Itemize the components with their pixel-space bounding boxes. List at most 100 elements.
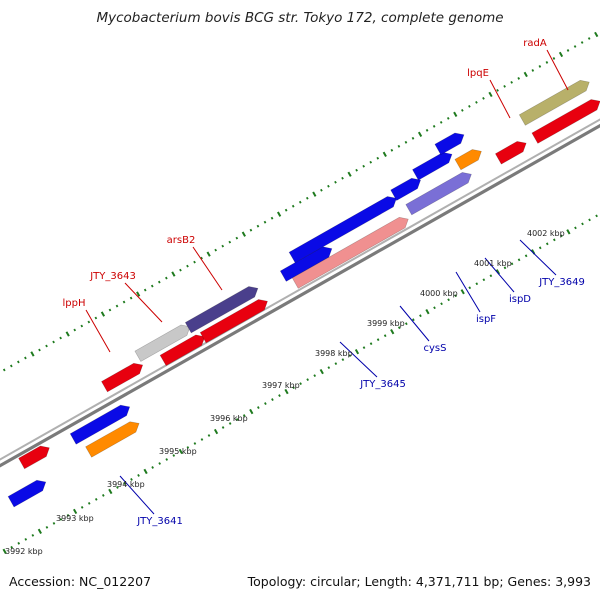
tick-mark: [558, 51, 564, 58]
tick-mark: [327, 184, 330, 188]
tick-mark: [87, 320, 91, 324]
tick-mark: [382, 151, 387, 157]
scale-label: 4000 kbp: [420, 289, 458, 298]
tick-mark: [123, 482, 126, 485]
gene-feature[interactable]: [494, 141, 527, 165]
tick-mark: [73, 328, 77, 332]
label-leader: [339, 341, 378, 378]
tick-mark: [45, 525, 49, 529]
tick-mark: [538, 246, 542, 250]
tick-mark: [341, 358, 345, 362]
gene-feature[interactable]: [288, 196, 397, 264]
gene-feature[interactable]: [434, 132, 465, 156]
tick-mark: [425, 309, 430, 315]
tick-mark: [129, 296, 133, 300]
tick-mark: [179, 268, 182, 272]
gene-label[interactable]: cysS: [424, 343, 447, 354]
upper-tick-track: [2, 31, 599, 372]
tick-mark: [574, 226, 577, 230]
tick-mark: [580, 41, 584, 44]
tick-mark: [59, 517, 63, 521]
gene-feature[interactable]: [101, 362, 144, 393]
tick-mark: [510, 81, 513, 84]
tick-mark: [242, 414, 246, 417]
gene-feature[interactable]: [134, 324, 191, 362]
gene-feature[interactable]: [390, 177, 422, 201]
label-leader: [484, 257, 515, 293]
gene-label[interactable]: radA: [523, 38, 547, 49]
tick-mark: [354, 348, 360, 355]
gene-feature[interactable]: [291, 216, 409, 289]
gene-feature[interactable]: [454, 149, 482, 171]
gene-feature[interactable]: [184, 286, 259, 334]
gene-label[interactable]: arsB2: [167, 235, 196, 246]
tick-mark: [488, 91, 493, 98]
tick-mark: [264, 402, 267, 405]
tick-mark: [178, 448, 183, 455]
gene-feature[interactable]: [531, 99, 600, 144]
tick-mark: [298, 200, 302, 204]
tick-mark: [165, 276, 168, 280]
gene-feature[interactable]: [69, 404, 131, 445]
tick-mark: [193, 442, 197, 445]
label-leader: [85, 309, 111, 353]
tick-mark: [45, 344, 48, 348]
gene-label[interactable]: ispD: [509, 294, 531, 305]
tick-mark: [524, 254, 528, 258]
gene-label[interactable]: JTY_3643: [89, 271, 136, 282]
tick-mark: [101, 494, 105, 497]
tick-mark: [320, 188, 323, 192]
tick-mark: [299, 382, 302, 386]
gene-feature[interactable]: [159, 334, 206, 367]
tick-mark: [172, 454, 176, 457]
tick-mark: [523, 71, 528, 78]
tick-mark: [122, 300, 126, 304]
gene-feature[interactable]: [412, 152, 453, 181]
genome-summary-text: Topology: circular; Length: 4,371,711 bp…: [247, 574, 591, 589]
gene-label[interactable]: lppH: [63, 298, 86, 309]
gene-label[interactable]: JTY_3645: [359, 379, 406, 390]
scale-label: 3993 kbp: [56, 514, 94, 523]
tick-mark: [454, 294, 457, 298]
tick-mark: [186, 264, 189, 268]
tick-mark: [412, 318, 415, 322]
gene-feature[interactable]: [7, 479, 47, 508]
gene-feature[interactable]: [518, 79, 590, 126]
gene-label[interactable]: JTY_3641: [136, 516, 183, 527]
tick-mark: [116, 486, 119, 489]
gene-feature[interactable]: [18, 445, 50, 470]
tick-mark: [397, 326, 401, 330]
tick-mark: [200, 256, 203, 260]
tick-mark: [94, 316, 98, 320]
gene-label[interactable]: JTY_3649: [538, 277, 585, 288]
tick-mark: [73, 508, 78, 515]
label-leader: [124, 282, 163, 323]
tick-mark: [447, 298, 450, 302]
tick-mark: [347, 171, 352, 177]
gene-label[interactable]: lpqE: [467, 68, 489, 79]
tick-mark: [594, 31, 599, 38]
tick-mark: [573, 45, 577, 48]
label-layer: 3992 kbp 3993 kbp 3994 kbp 3995 kbp 3996 kbp…: [5, 38, 585, 556]
scale-label: 3998 kbp: [315, 349, 353, 358]
tick-mark: [271, 398, 274, 401]
tick-mark: [588, 218, 591, 222]
tick-mark: [306, 378, 309, 382]
tick-mark: [115, 304, 119, 308]
gene-feature[interactable]: [199, 299, 268, 344]
gene-label[interactable]: ispF: [476, 314, 496, 325]
tick-mark: [207, 434, 211, 437]
label-leader: [399, 305, 430, 342]
tick-mark: [312, 191, 317, 197]
tick-mark: [517, 77, 521, 80]
tick-mark: [383, 334, 387, 338]
tick-mark: [440, 302, 443, 306]
tick-mark: [80, 505, 84, 509]
gene-feature[interactable]: [405, 172, 472, 216]
tick-mark: [136, 291, 141, 297]
tick-mark: [257, 406, 260, 409]
tick-mark: [327, 366, 331, 370]
tick-mark: [397, 144, 401, 148]
gene-feature[interactable]: [85, 421, 140, 458]
tick-mark: [52, 340, 55, 344]
